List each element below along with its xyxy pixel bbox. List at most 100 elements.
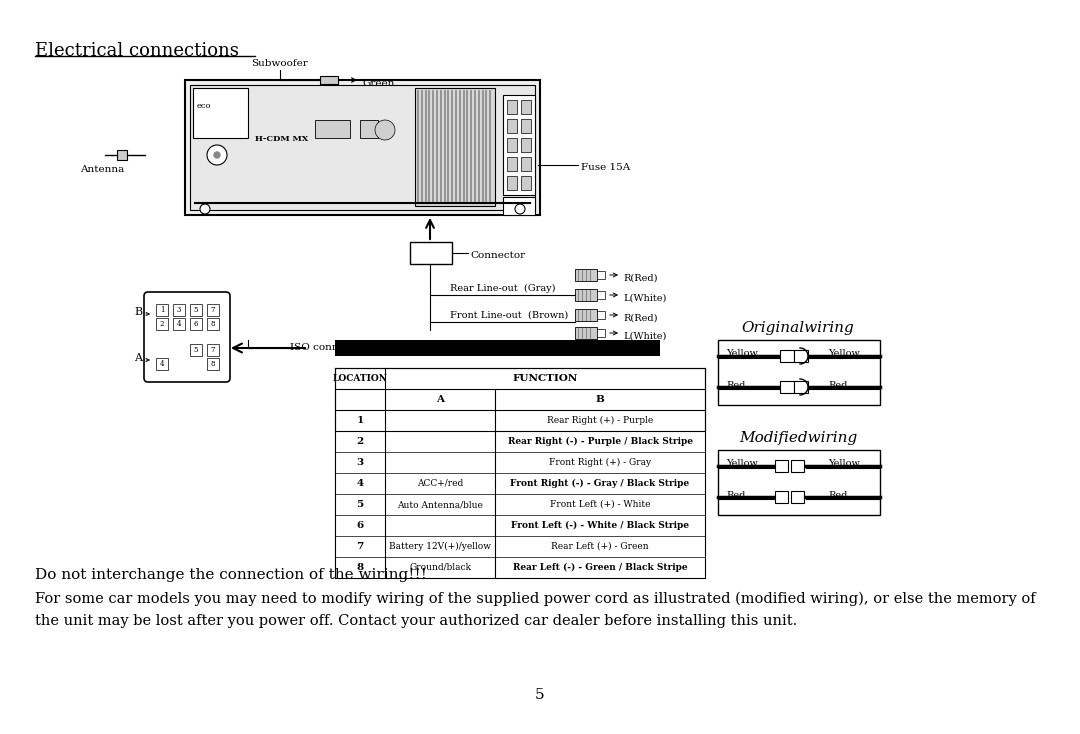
- Text: ACC+/red: ACC+/red: [417, 479, 463, 488]
- Bar: [185, 80, 540, 215]
- Text: Yellow: Yellow: [726, 459, 758, 468]
- Text: Subwoofer: Subwoofer: [252, 59, 309, 68]
- Text: 1: 1: [160, 306, 164, 314]
- Text: R(Red): R(Red): [623, 274, 658, 283]
- Text: R(Red): R(Red): [623, 313, 658, 322]
- FancyBboxPatch shape: [144, 292, 230, 382]
- Bar: [207, 304, 219, 316]
- Text: 4: 4: [177, 320, 181, 328]
- Bar: [507, 138, 517, 152]
- Text: ISO connector: ISO connector: [291, 344, 366, 352]
- Bar: [193, 88, 248, 138]
- Bar: [575, 269, 597, 281]
- Bar: [791, 491, 804, 503]
- Bar: [503, 95, 535, 195]
- Bar: [190, 344, 202, 356]
- Bar: [597, 291, 605, 299]
- Bar: [597, 329, 605, 337]
- Text: Front Right (+) - Gray: Front Right (+) - Gray: [549, 458, 651, 467]
- Text: 5: 5: [193, 346, 199, 354]
- Text: 1: 1: [356, 416, 364, 425]
- Bar: [360, 120, 378, 138]
- Bar: [521, 138, 531, 152]
- Text: 6: 6: [193, 320, 199, 328]
- Text: Green: Green: [362, 79, 394, 87]
- Bar: [521, 157, 531, 171]
- Text: L(White): L(White): [623, 294, 666, 302]
- Circle shape: [207, 145, 227, 165]
- Bar: [156, 318, 168, 330]
- Text: B: B: [134, 307, 143, 317]
- Bar: [410, 242, 453, 264]
- Text: Rear Right (-) - Purple / Black Stripe: Rear Right (-) - Purple / Black Stripe: [508, 437, 692, 446]
- Text: Red: Red: [828, 380, 848, 390]
- Text: Front Left (+) - White: Front Left (+) - White: [550, 500, 650, 509]
- Text: Auto Antenna/blue: Auto Antenna/blue: [397, 500, 483, 509]
- Text: Ground/black: Ground/black: [409, 563, 471, 572]
- Text: Fuse 15A: Fuse 15A: [581, 164, 631, 172]
- Text: Electrical connections: Electrical connections: [35, 42, 239, 60]
- Bar: [207, 358, 219, 370]
- Bar: [156, 304, 168, 316]
- Text: Red: Red: [828, 490, 848, 500]
- Text: Front Left (-) - White / Black Stripe: Front Left (-) - White / Black Stripe: [511, 521, 689, 530]
- Text: 5: 5: [536, 688, 544, 702]
- Text: Rear Left (+) - Green: Rear Left (+) - Green: [551, 542, 649, 551]
- Text: For some car models you may need to modify wiring of the supplied power cord as : For some car models you may need to modi…: [35, 592, 1036, 606]
- Text: 8: 8: [211, 320, 215, 328]
- Text: Red: Red: [726, 380, 745, 390]
- Bar: [575, 327, 597, 339]
- Bar: [521, 100, 531, 114]
- Bar: [780, 350, 794, 362]
- Text: the unit may be lost after you power off. Contact your authorized car dealer bef: the unit may be lost after you power off…: [35, 614, 797, 628]
- Text: 5: 5: [356, 500, 364, 509]
- Circle shape: [515, 204, 525, 214]
- Text: 3: 3: [177, 306, 181, 314]
- Text: 4: 4: [356, 479, 364, 488]
- Bar: [718, 450, 880, 515]
- Bar: [173, 318, 185, 330]
- Text: Red: Red: [726, 490, 745, 500]
- Text: 6: 6: [356, 521, 364, 530]
- Bar: [794, 381, 808, 393]
- Text: 2: 2: [356, 437, 364, 446]
- Circle shape: [375, 120, 395, 140]
- Bar: [207, 344, 219, 356]
- Bar: [507, 157, 517, 171]
- Bar: [507, 176, 517, 190]
- Text: Rear Left (-) - Green / Black Stripe: Rear Left (-) - Green / Black Stripe: [513, 563, 687, 572]
- Bar: [320, 76, 338, 84]
- Bar: [335, 340, 660, 356]
- Bar: [775, 460, 788, 472]
- Text: Originalwiring: Originalwiring: [742, 321, 854, 335]
- Text: Yellow: Yellow: [828, 459, 860, 468]
- Bar: [207, 318, 219, 330]
- Bar: [597, 271, 605, 279]
- Text: Modifiedwiring: Modifiedwiring: [739, 431, 858, 445]
- Bar: [503, 197, 535, 215]
- Text: eco: eco: [197, 102, 212, 110]
- Text: LOCATION: LOCATION: [333, 374, 388, 383]
- Bar: [315, 120, 350, 138]
- Bar: [575, 289, 597, 301]
- Bar: [575, 309, 597, 321]
- Text: H-CDM MX: H-CDM MX: [255, 135, 308, 143]
- Text: Front Line-out  (Brown): Front Line-out (Brown): [450, 311, 568, 320]
- Bar: [507, 119, 517, 133]
- Bar: [521, 176, 531, 190]
- Bar: [775, 491, 788, 503]
- Text: 7: 7: [211, 306, 215, 314]
- Text: L(White): L(White): [623, 332, 666, 341]
- Bar: [415, 88, 495, 206]
- Text: Rear Line-out  (Gray): Rear Line-out (Gray): [450, 284, 555, 293]
- Bar: [335, 368, 705, 431]
- Text: 7: 7: [356, 542, 364, 551]
- Bar: [156, 358, 168, 370]
- Bar: [794, 350, 808, 362]
- Bar: [718, 340, 880, 405]
- Text: 7: 7: [211, 346, 215, 354]
- Text: 2: 2: [160, 320, 164, 328]
- Text: A: A: [134, 353, 141, 363]
- Bar: [597, 311, 605, 319]
- Text: 4: 4: [160, 360, 164, 368]
